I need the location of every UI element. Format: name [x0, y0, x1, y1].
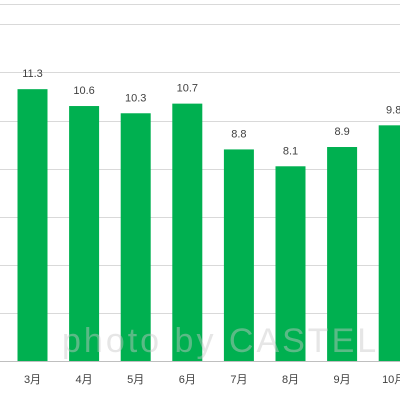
- bar-4月: [69, 106, 100, 362]
- bars: [17, 89, 400, 362]
- x-tick-label: 5月: [127, 374, 144, 386]
- data-label: 10.3: [125, 92, 146, 104]
- data-labels: 11.3 10.6 10.3 10.7 8.8 8.1 8.9 9.8: [22, 68, 400, 157]
- x-tick-label: 3月: [24, 374, 41, 386]
- x-tick-labels: 3月 4月 5月 6月 7月 8月 9月 10月: [24, 374, 400, 386]
- bar-9月: [327, 147, 358, 362]
- data-label: 8.8: [231, 128, 246, 140]
- x-tick-label: 10月: [382, 374, 400, 386]
- x-tick-label: 9月: [334, 374, 351, 386]
- data-label: 10.6: [73, 85, 94, 97]
- watermark-text: photo by CASTEL: [62, 322, 380, 360]
- bar-3月: [17, 89, 48, 362]
- data-label: 11.3: [22, 68, 43, 80]
- bar-10月: [378, 125, 400, 362]
- bar-7月: [223, 149, 254, 362]
- x-tick-label: 6月: [179, 374, 196, 386]
- x-tick-label: 8月: [282, 374, 299, 386]
- data-label: 10.7: [177, 83, 198, 95]
- x-tick-label: 4月: [76, 374, 93, 386]
- data-label: 8.9: [334, 126, 349, 138]
- bar-6月: [172, 103, 203, 362]
- bar-8月: [275, 166, 306, 362]
- data-label: 8.1: [283, 145, 298, 157]
- x-tick-label: 7月: [230, 374, 247, 386]
- bar-5月: [120, 113, 151, 362]
- data-label: 9.8: [386, 104, 400, 116]
